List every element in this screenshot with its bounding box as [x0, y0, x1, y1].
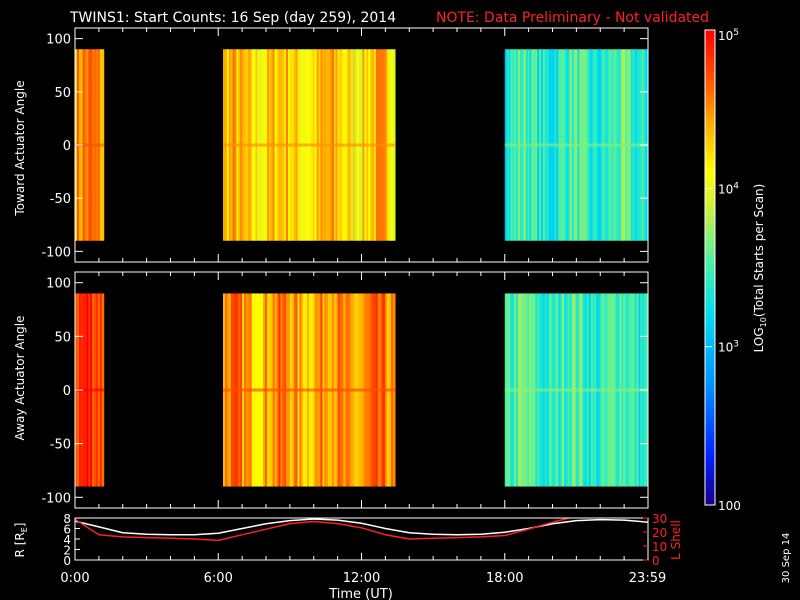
y-tick-label: 100: [46, 33, 71, 48]
colorbar-ticks: 105 104 103 100: [705, 28, 741, 513]
lshell-tick-label: 30: [652, 512, 667, 526]
x-tick-label: 0:00: [60, 571, 89, 586]
radius-tick-label: 2: [63, 544, 71, 558]
x-tick-label: 12:00: [343, 571, 380, 586]
zero-angle-band: [75, 388, 104, 392]
y-tick-label: 50: [54, 330, 71, 345]
y-tick-label: -50: [50, 192, 71, 207]
lshell-tick-label: 20: [652, 526, 667, 540]
colorbar-tick-label: 103: [718, 340, 739, 355]
chart-title: TWINS1: Start Counts: 16 Sep (day 259), …: [69, 10, 396, 26]
radius-ylabel: R [RE]: [13, 523, 29, 558]
away-ylabel: Away Actuator Angle: [13, 315, 27, 440]
colorbar: [704, 29, 716, 506]
zero-angle-band: [223, 143, 395, 147]
colorbar-tick-label: 100: [718, 499, 741, 513]
zero-angle-band: [504, 388, 648, 392]
y-tick-label: 100: [46, 277, 71, 292]
radius-line: [74, 518, 649, 536]
lshell-ylabel: L Shell: [669, 520, 683, 560]
date-stamp: 30 Sep 14: [781, 533, 792, 584]
data-note: NOTE: Data Preliminary - Not validated: [436, 10, 709, 26]
x-tick-label: 23:59: [629, 571, 666, 586]
y-tick-label: 0: [63, 139, 71, 154]
y-tick-label: 50: [54, 86, 71, 101]
zero-angle-band: [75, 143, 104, 147]
toward-ylabel: Toward Actuator Angle: [13, 80, 27, 216]
zero-angle-band: [223, 388, 395, 392]
time-xlabel: Time (UT): [328, 587, 393, 600]
radius-tick-label: 8: [63, 512, 71, 526]
x-tick-label: 6:00: [204, 571, 233, 586]
radius-tick-label: 4: [63, 533, 71, 547]
lshell-tick-label: 10: [652, 540, 667, 554]
y-tick-label: -100: [41, 245, 71, 260]
away-heatmap-panel: 100 50 0 -50 -100: [41, 271, 649, 509]
y-tick-label: -100: [41, 491, 71, 506]
zero-angle-band: [504, 143, 648, 147]
colorbar-label: LOG10(Total Starts per Scan): [752, 184, 768, 353]
radius-tick-label: 0: [63, 554, 71, 568]
y-tick-label: -50: [50, 438, 71, 453]
radius-tick-label: 6: [63, 523, 71, 537]
toward-heatmap-panel: 100 50 0 -50 -100: [41, 27, 649, 263]
colorbar-tick-label: 105: [718, 28, 739, 43]
lshell-tick-label: 0: [652, 554, 660, 568]
y-tick-label: 0: [63, 384, 71, 399]
colorbar-tick-label: 104: [718, 181, 739, 196]
x-tick-label: 18:00: [486, 571, 523, 586]
lshell-line: [74, 517, 570, 542]
